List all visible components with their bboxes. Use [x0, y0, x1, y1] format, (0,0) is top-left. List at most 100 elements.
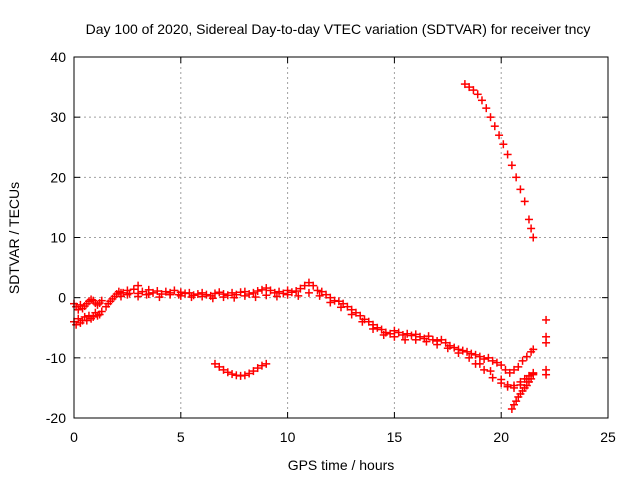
- data-point: [116, 292, 125, 301]
- data-point: [437, 335, 446, 344]
- data-point: [542, 315, 551, 324]
- data-point: [482, 104, 491, 113]
- data-point: [492, 358, 501, 367]
- data-point: [441, 338, 450, 347]
- data-point: [490, 122, 499, 131]
- data-point: [275, 287, 284, 296]
- data-point: [155, 293, 164, 302]
- data-point: [469, 86, 478, 95]
- data-point: [138, 287, 147, 296]
- data-point: [524, 215, 533, 224]
- data-point: [465, 353, 474, 362]
- data-point: [266, 286, 275, 295]
- data-point: [486, 113, 495, 122]
- series-track-main-lower: [116, 288, 538, 392]
- data-point: [428, 335, 437, 344]
- data-point: [304, 278, 313, 287]
- data-point: [514, 362, 523, 371]
- data-point: [542, 370, 551, 379]
- data-point: [315, 291, 324, 300]
- data-point: [495, 131, 504, 140]
- data-point: [529, 370, 538, 379]
- data-point: [475, 352, 484, 361]
- data-point: [390, 332, 399, 341]
- data-point: [210, 359, 219, 368]
- data-point: [210, 289, 219, 298]
- axis-ticks: [73, 56, 609, 419]
- data-point: [471, 350, 480, 359]
- y-axis-label: SDTVAR / TECUs: [6, 182, 22, 294]
- x-tick-label: 20: [493, 429, 509, 445]
- data-point: [134, 292, 143, 301]
- data-point: [394, 328, 403, 337]
- data-point: [488, 356, 497, 365]
- data-point: [512, 173, 521, 182]
- data-point: [230, 293, 239, 302]
- series-track-main-day: [119, 278, 538, 377]
- data-point: [185, 288, 194, 297]
- data-point: [245, 369, 254, 378]
- data-point: [74, 314, 83, 323]
- data-point: [74, 305, 83, 314]
- data-point: [144, 290, 153, 299]
- y-tick-label: 20: [50, 169, 66, 185]
- data-point: [161, 287, 170, 296]
- data-point: [294, 291, 303, 300]
- data-point: [527, 374, 536, 383]
- data-point: [257, 361, 266, 370]
- data-point: [501, 365, 510, 374]
- data-point: [170, 286, 179, 295]
- data-point: [129, 285, 138, 294]
- data-point: [304, 288, 313, 297]
- data-point: [262, 284, 271, 293]
- x-tick-label: 0: [70, 429, 78, 445]
- data-point: [542, 338, 551, 347]
- data-point: [505, 368, 514, 377]
- data-point: [416, 332, 425, 341]
- data-point: [398, 330, 407, 339]
- grid-lines: [74, 57, 608, 418]
- data-point: [358, 317, 367, 326]
- data-point: [529, 233, 538, 242]
- data-point: [510, 381, 519, 390]
- x-axis-label: GPS time / hours: [288, 457, 395, 473]
- data-point: [215, 288, 224, 297]
- data-point: [503, 382, 512, 391]
- y-tick-label: -10: [46, 350, 66, 366]
- series-arc-high: [460, 80, 538, 242]
- data-point: [401, 335, 410, 344]
- y-tick-label: 40: [50, 49, 66, 65]
- data-point: [215, 362, 224, 371]
- data-point: [251, 293, 260, 302]
- data-point: [484, 353, 493, 362]
- x-tick-label: 15: [387, 429, 403, 445]
- x-tick-label: 25: [600, 429, 616, 445]
- data-point: [322, 290, 331, 299]
- data-point: [373, 323, 382, 332]
- data-point: [253, 287, 262, 296]
- y-tick-label: -20: [46, 410, 66, 426]
- data-point: [228, 288, 237, 297]
- data-point: [326, 298, 335, 307]
- data-point: [313, 286, 322, 295]
- data-point: [287, 288, 296, 297]
- data-point: [249, 367, 258, 376]
- data-point: [379, 330, 388, 339]
- data-point: [507, 404, 516, 413]
- series-arc-small: [210, 359, 271, 380]
- data-point: [497, 379, 506, 388]
- data-point: [134, 281, 143, 290]
- data-point: [193, 290, 202, 299]
- data-point: [433, 340, 442, 349]
- data-point: [510, 365, 519, 374]
- series-track-a-early: [70, 295, 106, 314]
- series-track-b-early: [70, 287, 125, 329]
- data-point: [279, 289, 288, 298]
- data-point: [480, 365, 489, 374]
- data-point: [386, 329, 395, 338]
- data-point: [503, 150, 512, 159]
- data-point: [72, 320, 81, 329]
- data-point: [262, 291, 271, 300]
- data-point: [473, 90, 482, 99]
